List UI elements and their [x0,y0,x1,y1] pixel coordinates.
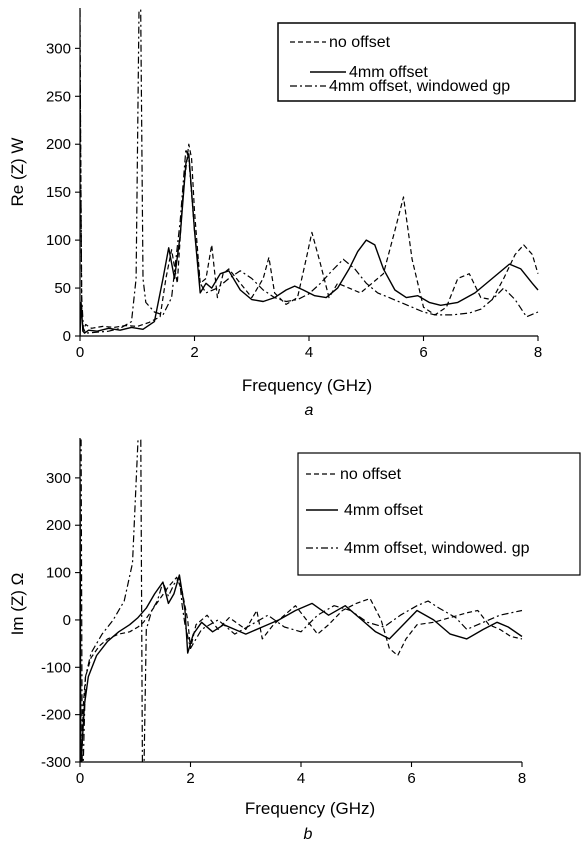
panel-b-x-tick-label: 8 [518,770,526,787]
panel-a-y-tick-label: 200 [46,136,71,153]
panel-b-plot-lines [80,439,523,762]
panel-a-legend-box [277,22,576,102]
panel-b-x-tick-label: 2 [186,770,194,787]
panel-a-legend: no offset 4mm offset 4mm offset, windowe… [277,22,576,102]
panel-b-x-tick-label: 4 [297,770,305,787]
panel-a-series-line-2 [80,9,539,334]
panel-a-x-tick-label: 4 [305,344,313,361]
panel-b-legend-label-2: 4mm offset, windowed. gp [344,540,530,557]
panel-a-label: a [305,402,314,419]
panel-a-y-tick-label: 0 [63,328,71,345]
panel-b-label: b [304,826,313,843]
panel-a-y-tick-label: 50 [54,280,71,297]
panel-a-y-tick-label: 250 [46,88,71,105]
panel-b-x-tick-label: 6 [407,770,415,787]
panel-a-legend-label-0: no offset [329,34,391,51]
panel-b-y-tick-label: -100 [41,659,71,676]
panel-a-y-axis-title: Re (Z) W [8,138,27,207]
panel-a-x-tick-label: 2 [190,344,198,361]
panel-a-x-tick-label: 0 [76,344,84,361]
panel-a-series-line-0 [80,48,539,332]
panel-b-y-tick-label: 200 [46,517,71,534]
panel-a-y-tick-label: 300 [46,40,71,57]
panel-a-legend-label-2: 4mm offset, windowed gp [329,78,510,95]
panel-a-series-line-1 [80,153,539,336]
panel-b-x-axis-title: Frequency (GHz) [245,799,375,818]
panel-b-legend: no offset 4mm offset 4mm offset, windowe… [297,452,581,576]
panel-b-x-tick-label: 0 [76,770,84,787]
panel-b-y-tick-label: 100 [46,565,71,582]
panel-a-x-tick-label: 8 [534,344,542,361]
panel-a-y-tick-label: 100 [46,232,71,249]
panel-b-axes: 0 2 4 6 8 -300 -200 -100 0 100 200 300 [41,438,526,787]
panel-b-series-line-0 [81,576,523,762]
panel-b-y-tick-label: -300 [41,754,71,771]
panel-b-legend-box [297,452,581,576]
panel-b-y-tick-label: 300 [46,470,71,487]
panel-b-legend-label-0: no offset [340,466,402,483]
panel-b-y-tick-label: -200 [41,707,71,724]
panel-b-y-axis-title: Im (Z) Ω [8,573,27,636]
panel-b: 0 2 4 6 8 -300 -200 -100 0 100 200 300 Frequency (G… [8,438,581,843]
panel-b-series-line-2 [80,439,523,762]
panel-a-axes: 0 2 4 6 8 0 50 100 150 200 250 300 [46,8,542,361]
panel-b-y-tick-label: 0 [63,612,71,629]
panel-a-x-tick-label: 6 [419,344,427,361]
panel-a-legend-label-1: 4mm offset [349,64,428,81]
panel-b-series-line-1 [80,477,523,762]
panel-b-legend-label-1: 4mm offset [344,502,423,519]
panel-a-plot-lines [80,9,539,336]
panel-a-y-tick-label: 150 [46,184,71,201]
panel-a-x-axis-title: Frequency (GHz) [242,376,372,395]
